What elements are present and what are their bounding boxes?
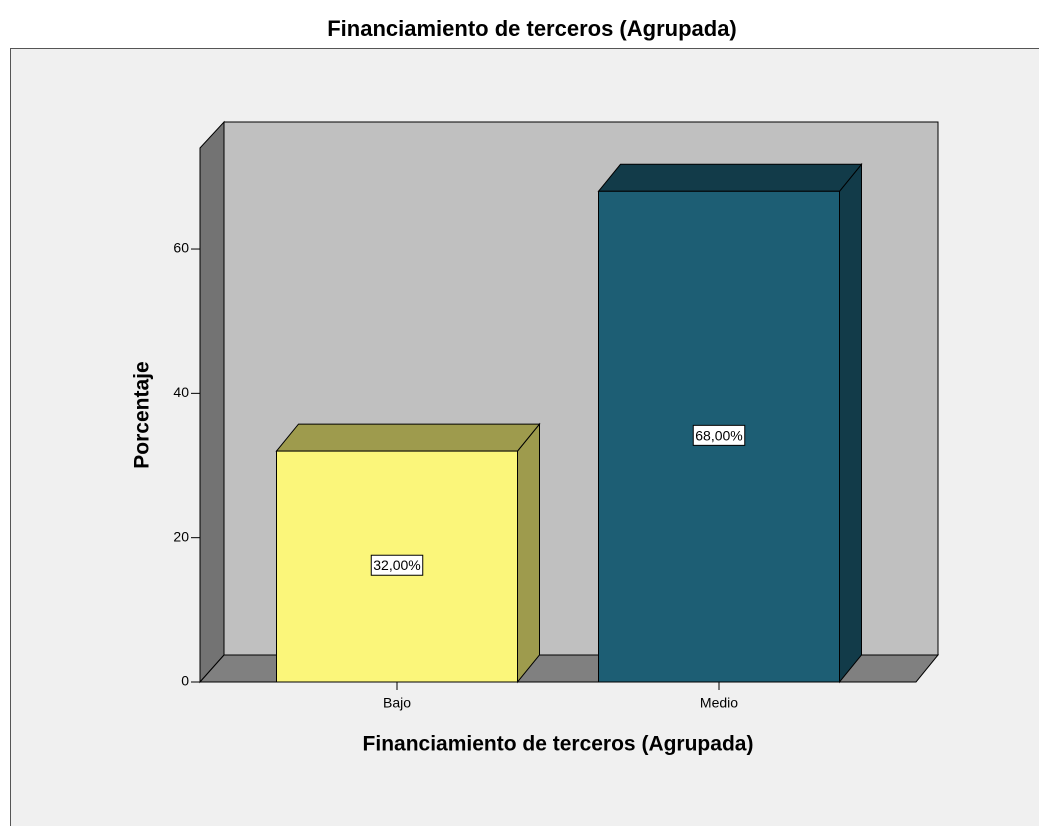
value-label: 68,00% (695, 427, 742, 443)
value-label-box (692, 424, 746, 446)
bar-top (597, 163, 863, 192)
x-tick-label: Bajo (383, 695, 411, 711)
x-axis-title: Financiamiento de terceros (Agrupada) (363, 733, 754, 756)
y-tick-label: 60 (173, 240, 189, 256)
value-label: 32,00% (373, 557, 420, 573)
side-wall (199, 120, 225, 684)
y-tick-label: 20 (173, 528, 189, 544)
bar-side (517, 422, 540, 684)
bar-top (275, 423, 541, 452)
y-axis-title: Porcentaje (131, 361, 154, 468)
bar-side (839, 162, 862, 684)
value-label-box (370, 554, 424, 576)
y-tick-label: 0 (181, 673, 189, 689)
y-tick-label: 40 (173, 384, 189, 400)
chart-title: Financiamiento de terceros (Agrupada) (327, 16, 737, 41)
x-tick-label: Medio (700, 695, 738, 711)
